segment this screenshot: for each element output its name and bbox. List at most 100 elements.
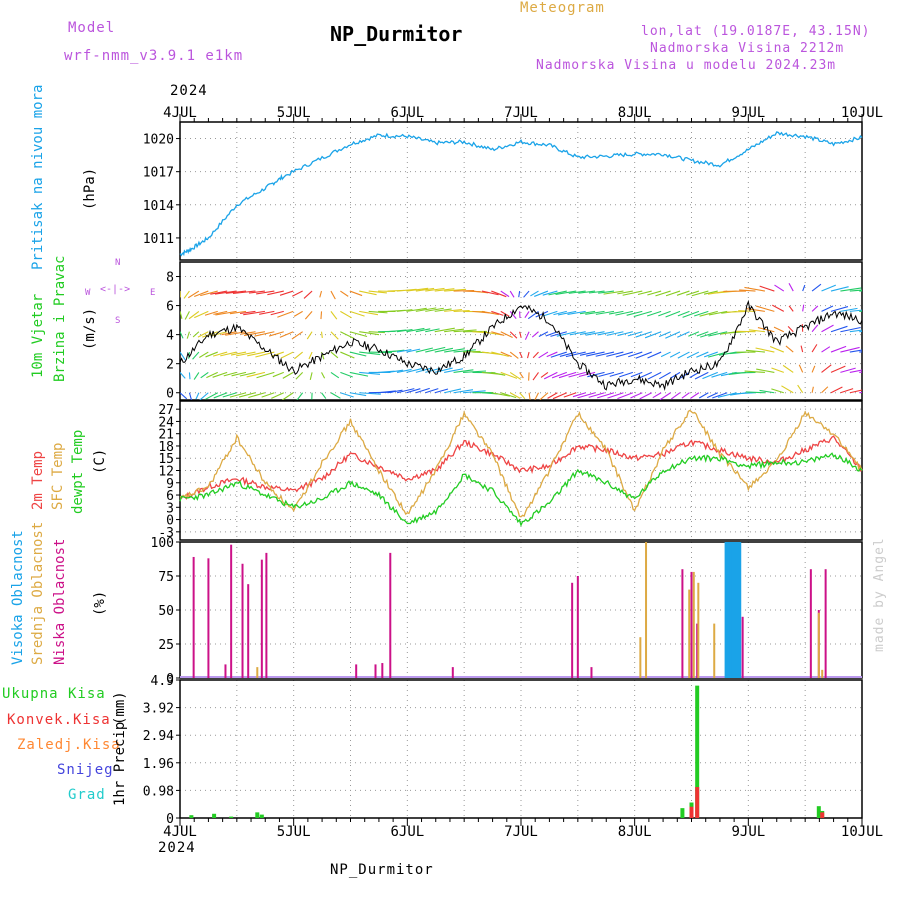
wind-arrow [550,331,567,337]
wind-arrow [200,290,218,297]
wind-arrow [359,351,381,356]
ytick-label: 25 [158,638,174,653]
xtick-label-top: 8JUL [618,105,652,121]
wind-arrow [213,392,228,399]
cloud-bar-niska [571,582,574,678]
wind-arrow [849,329,862,333]
wind-arrow [194,290,209,298]
wind-arrow [811,365,816,373]
wind-arrow [212,371,228,378]
wind-arrow [359,331,380,336]
ytick-label: 12 [158,465,174,480]
precip-bar [255,812,260,818]
wind-arrow [396,388,415,394]
wind-arrow [462,390,486,394]
wind-arrow [603,290,624,295]
wind-arrow [849,309,862,312]
wind-arrow [587,371,605,378]
wind-arrow [406,307,427,312]
ytick-label: 0 [166,387,174,402]
snow-label: Snijeg [57,762,114,778]
wind-arrow [769,345,785,353]
wind-arrow [308,351,313,360]
wind-arrow [387,389,403,394]
wind-arrow [553,310,567,316]
cloud-bar-niska [576,576,579,678]
xtick-label-bottom: 4JUL [163,824,197,840]
ytick-label: 2 [166,358,174,373]
wind-arrow [463,350,481,353]
wind-arrow [199,392,209,400]
ytick-label: 0.98 [143,784,174,799]
wind-arrow [552,392,568,400]
wind-arrow [557,310,577,316]
wind-arrow [598,371,615,378]
wind-arrow [186,331,190,339]
wind-arrow [321,392,327,399]
wind-arrow [739,289,756,292]
wind-arrow [268,331,284,337]
cloud-bar-visoka [724,542,728,678]
wind-arrow [304,311,313,320]
temp2m-line [179,435,863,500]
cloud-bar-niska [809,569,812,678]
wind-arrow [236,351,256,357]
wind-arrow [396,288,417,292]
wind-arrow [306,331,313,340]
wind-arrow [708,310,728,316]
wind-arrow [282,392,294,400]
wind-arrow [698,392,709,399]
wind-arrow [509,331,518,339]
wind-arrow [368,310,388,314]
wind-arrow [415,347,433,353]
wind-arrow [830,365,846,373]
cloud-bar-srednja [639,637,642,678]
wind-arrow [567,310,586,315]
wind-arrow [617,331,633,337]
ytick-label: 27 [158,403,174,418]
wind-arrow [230,351,247,356]
wind-arrow [774,284,785,292]
wind-arrow [539,392,549,400]
wind-arrow [686,290,700,296]
sfc-temp-line [179,409,863,518]
wind-arrow [619,371,634,378]
wind-arrow [647,371,662,380]
wind-arrow [462,370,487,373]
wind-arrow [396,349,412,353]
wind-arrow [238,392,256,398]
ytick-label: 8 [166,271,174,286]
wind-arrow [543,371,558,380]
wind-arrow [279,331,294,338]
wind-arrow [277,310,294,318]
ytick-label: 50 [158,604,174,619]
lonlat-label: lon,lat (19.0187E, 43.15N) [641,24,871,39]
wind-arrow [748,329,765,333]
wind-arrow [859,391,862,394]
wind-arrow [259,310,275,315]
wind-arrow [406,348,421,353]
wind-arrow [665,310,681,318]
wind-arrow [538,331,549,337]
wind-arrow [708,331,728,337]
cloud-bar-srednja [713,623,716,678]
wind-arrow [755,305,775,312]
wind-arrow [349,351,367,357]
compass-cross-icon: <-|-> [100,284,131,295]
wind-arrow [183,290,190,299]
wind-arrow [526,351,530,359]
wind-arrow [225,331,247,336]
wind-arrow [415,287,435,292]
wind-arrow [660,351,671,358]
wind-arrow [434,327,455,333]
ytick-label: 2.94 [143,729,174,744]
wind-arrow [387,349,405,353]
wind-arrow [840,287,862,292]
wind-arrow [192,351,200,360]
wind-arrow [518,290,521,298]
wind-arrow [744,370,765,373]
wind-arrow [606,351,624,357]
cloud-bar-srednja [688,589,691,678]
wind-arrow [788,282,794,292]
wind-arrow [586,351,605,357]
